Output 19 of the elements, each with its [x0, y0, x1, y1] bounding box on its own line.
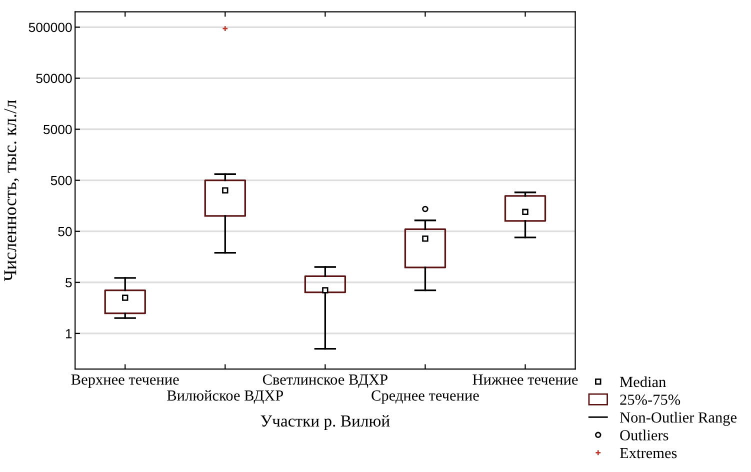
x-tick-label: Светлинское ВДХР — [262, 374, 388, 388]
x-axis-title: Участки р. Вилюй — [260, 415, 390, 430]
y-tick-label: 500000 — [28, 22, 72, 32]
y-axis-title: Численность, тыс. кл./л — [4, 100, 19, 282]
legend-label: Extremes — [620, 448, 677, 458]
text: Non-Outlier Range — [620, 412, 737, 426]
text: Median — [620, 376, 666, 388]
legend-label: Outliers — [620, 430, 668, 440]
y-tick-label: 500 — [50, 176, 72, 186]
x-tick-label: Нижнее течение — [472, 374, 578, 385]
y-tick-label: 5 — [66, 278, 72, 288]
y-tick-label: 1 — [66, 329, 72, 338]
y-tick-label: 50 — [58, 226, 72, 236]
x-tick-label: Вилюйское ВДХР — [167, 390, 284, 404]
y-tick-label: 5000 — [44, 124, 72, 134]
x-tick-label: Верхнее течение — [71, 374, 179, 388]
x-tick-label: Среднее течение — [372, 390, 479, 404]
y-tick-label: 50000 — [36, 74, 72, 84]
legend-label: 25%-75% — [620, 394, 680, 405]
